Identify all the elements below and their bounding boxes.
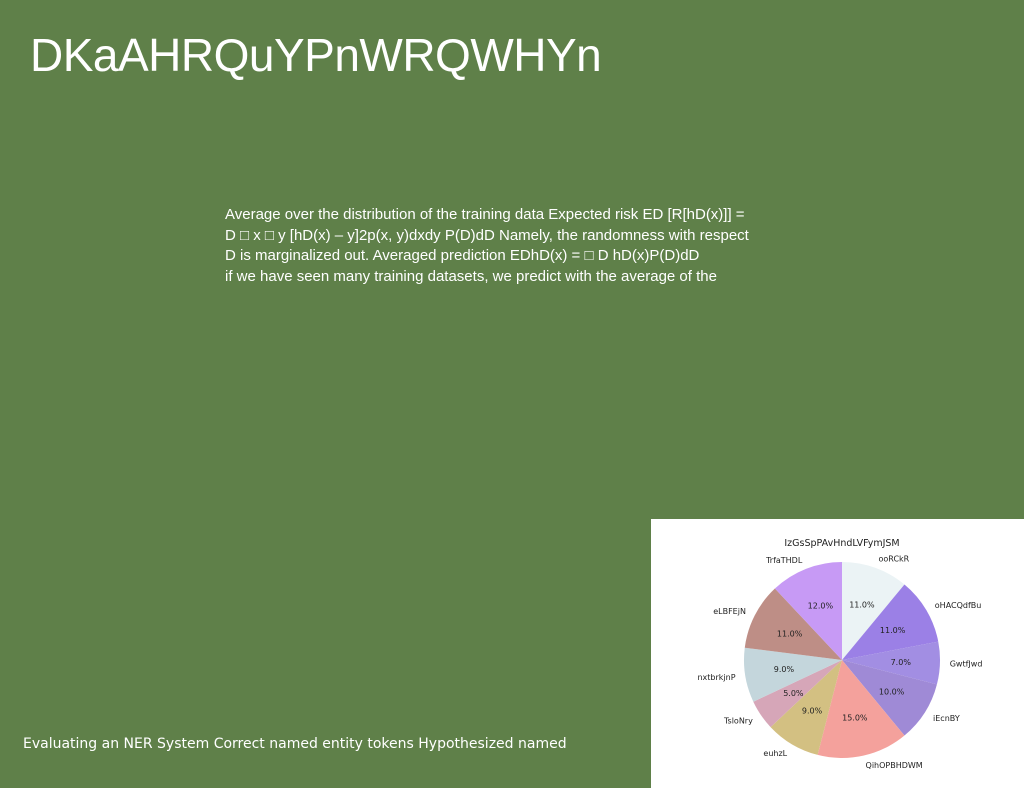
slide-title: DKaAHRQuYPnWRQWHYn xyxy=(30,29,602,81)
body-line: D □ x □ y [hD(x) – y]2p(x, y)dxdy P(D)dD… xyxy=(225,226,749,244)
pie-percent-label: 11.0% xyxy=(777,629,803,638)
pie-chart: IzGsSpPAvHndLVFymJSM 11.0% 11.0% 7.0% 10.0%… xyxy=(697,538,982,771)
pie-category-label: euhzL xyxy=(763,749,787,758)
pie-percent-label: 9.0% xyxy=(774,665,795,674)
body-text: Average over the distribution of the tra… xyxy=(225,205,795,287)
pie-slice-euhzl xyxy=(770,660,842,755)
pie-slice-ohacqdfbu xyxy=(842,584,939,660)
pie-slice-oorckr xyxy=(842,562,905,660)
pie-category-label: GwtfJwd xyxy=(950,659,983,668)
pie-percent-label: 11.0% xyxy=(880,626,906,635)
pie-category-label: QihOPBHDWM xyxy=(866,761,923,770)
pie-slice-qihopbhdwm xyxy=(817,660,905,758)
pie-percent-label: 7.0% xyxy=(891,658,912,667)
pie-category-label: ooRCkR xyxy=(879,555,910,564)
pie-slice-elbfejn xyxy=(744,588,842,660)
pie-slices xyxy=(744,562,940,758)
body-line: Average over the distribution of the tra… xyxy=(225,206,745,223)
pie-percent-label: 15.0% xyxy=(842,713,868,722)
pie-category-label: nxtbrkjnP xyxy=(697,673,735,682)
pie-category-labels: ooRCkR oHACQdfBu GwtfJwd iEcnBY QihOPBHDWM eu… xyxy=(697,555,982,771)
pie-slice-gwtfjwd xyxy=(842,641,940,685)
pie-category-label: TrfaTHDL xyxy=(765,556,803,565)
body-line: if we have seen many training datasets, … xyxy=(225,267,717,285)
pie-category-label: oHACQdfBu xyxy=(935,601,982,610)
pie-category-label: eLBFEjN xyxy=(713,607,746,616)
body-line: D is marginalized out. Averaged predicti… xyxy=(225,247,700,264)
pie-slice-nxtbrkjnp xyxy=(744,647,842,702)
pie-percent-label: 9.0% xyxy=(802,707,823,716)
chart-title: IzGsSpPAvHndLVFymJSM xyxy=(784,538,899,549)
pie-category-label: TsloNry xyxy=(723,717,753,726)
pie-slice-trfathdl xyxy=(774,562,842,660)
pie-slice-tslonry xyxy=(753,660,842,728)
pie-percent-labels: 11.0% 11.0% 7.0% 10.0% 15.0% 9.0% 5.0% 9.0% 11.0… xyxy=(774,601,912,723)
pie-percent-label: 12.0% xyxy=(808,601,834,610)
pie-chart-panel: IzGsSpPAvHndLVFymJSM 11.0% 11.0% 7.0% 10.0%… xyxy=(651,519,1024,788)
pie-percent-label: 10.0% xyxy=(879,688,905,697)
pie-category-label: iEcnBY xyxy=(933,714,960,723)
pie-percent-label: 5.0% xyxy=(783,689,804,698)
pie-percent-label: 11.0% xyxy=(849,601,875,610)
pie-slice-iecnby xyxy=(842,660,937,736)
footer-text: Evaluating an NER System Correct named e… xyxy=(23,736,567,752)
